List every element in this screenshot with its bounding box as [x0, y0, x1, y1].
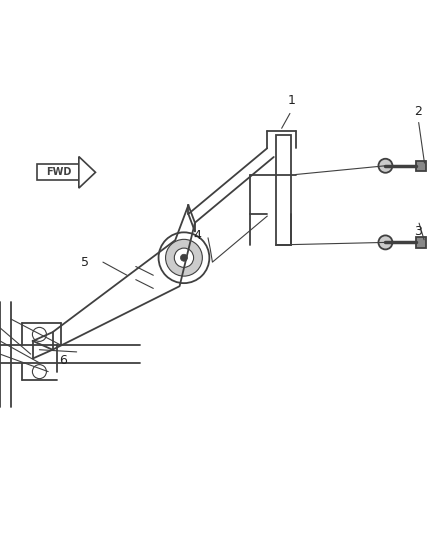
Circle shape: [378, 159, 392, 173]
Circle shape: [159, 232, 209, 283]
Polygon shape: [79, 157, 95, 188]
Circle shape: [180, 254, 187, 261]
Circle shape: [378, 236, 392, 249]
Text: 4: 4: [193, 229, 201, 243]
Text: 6: 6: [60, 354, 67, 367]
FancyBboxPatch shape: [416, 160, 426, 171]
Circle shape: [32, 365, 46, 378]
Text: 5: 5: [81, 256, 89, 269]
FancyBboxPatch shape: [416, 237, 426, 248]
Text: 1: 1: [287, 94, 295, 107]
FancyBboxPatch shape: [276, 135, 291, 245]
FancyBboxPatch shape: [37, 165, 79, 180]
Circle shape: [32, 327, 46, 342]
Circle shape: [174, 248, 194, 268]
Circle shape: [166, 239, 202, 276]
Text: FWD: FWD: [46, 167, 72, 177]
Text: 3: 3: [414, 225, 422, 238]
Text: 2: 2: [414, 104, 422, 117]
